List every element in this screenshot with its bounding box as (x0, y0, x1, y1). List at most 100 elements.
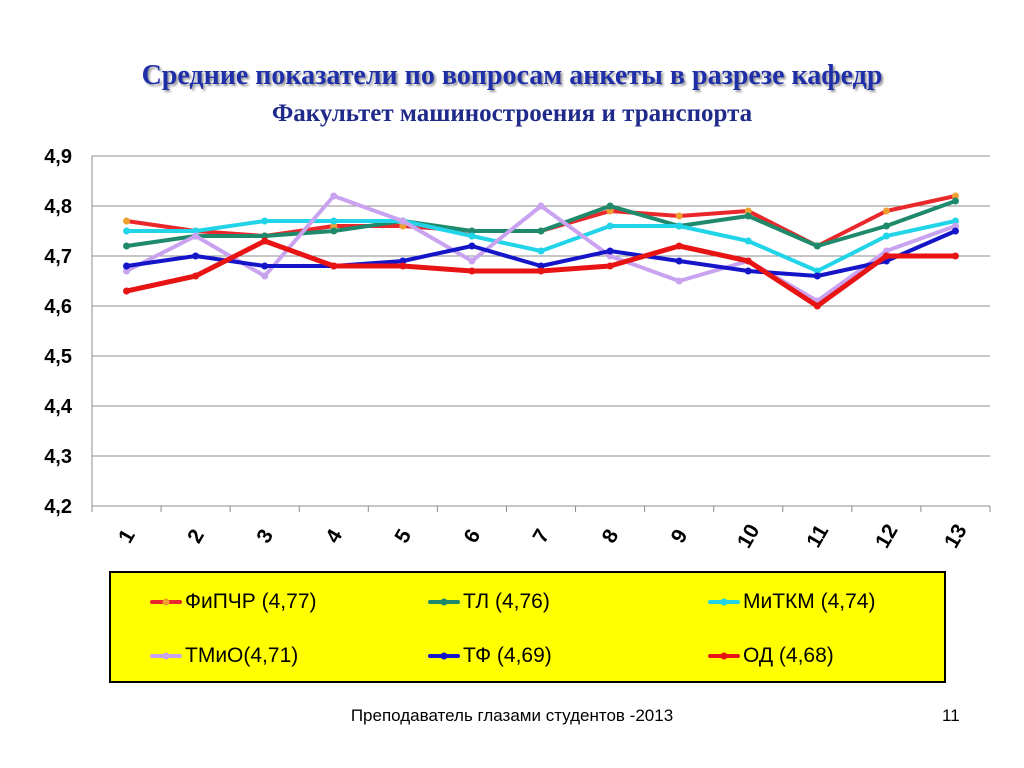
data-point (951, 197, 959, 205)
legend-swatch (428, 598, 460, 606)
data-point (744, 237, 752, 245)
data-point (606, 262, 614, 270)
data-point (537, 227, 545, 235)
data-point (744, 212, 752, 220)
y-tick-label: 4,8 (44, 196, 72, 218)
data-point (813, 302, 821, 310)
x-tick-label: 1 (114, 525, 140, 547)
y-tick-label: 4,9 (44, 146, 72, 168)
data-point (330, 217, 338, 225)
data-point (675, 212, 683, 220)
legend-swatch (150, 598, 182, 606)
data-point (468, 242, 476, 250)
y-tick-label: 4,2 (44, 496, 72, 518)
x-tick-label: 5 (390, 525, 416, 547)
legend-swatch-marker (440, 598, 448, 606)
data-point (606, 202, 614, 210)
page-number: 11 (942, 706, 960, 725)
data-point (537, 202, 545, 210)
data-point (123, 217, 131, 225)
x-tick-label: 7 (529, 525, 555, 547)
legend: ФиПЧР (4,77) ТЛ (4,76) МиТКМ (4,74) ТМиО… (109, 571, 946, 683)
data-point (123, 227, 131, 235)
x-tick-label: 3 (252, 525, 278, 547)
legend-label: МиТКМ (4,74) (743, 590, 876, 613)
data-point (537, 267, 545, 275)
data-point (399, 262, 407, 270)
data-point (261, 232, 269, 240)
x-tick-label: 12 (871, 520, 903, 552)
legend-label: ТЛ (4,76) (463, 590, 550, 613)
data-point (606, 252, 614, 260)
legend-swatch (708, 598, 740, 606)
data-point (813, 272, 821, 280)
data-point (537, 247, 545, 255)
data-point (261, 217, 269, 225)
data-point (951, 252, 959, 260)
legend-swatch (428, 652, 460, 660)
series-5 (123, 227, 959, 280)
data-point (468, 227, 476, 235)
data-point (468, 267, 476, 275)
x-tick-label: 11 (802, 521, 833, 552)
data-point (675, 277, 683, 285)
y-tick-label: 4,3 (44, 446, 72, 468)
data-point (675, 242, 683, 250)
legend-swatch-marker (162, 598, 170, 606)
y-tick-label: 4,7 (44, 246, 72, 268)
data-point (330, 222, 338, 230)
legend-item-tl: ТЛ (4,76) (427, 587, 550, 617)
x-tick-label: 6 (459, 525, 485, 547)
data-point (951, 222, 959, 230)
data-point (261, 272, 269, 280)
legend-item-od: ОД (4,68) (707, 641, 834, 671)
data-point (123, 267, 131, 275)
y-tick-label: 4,6 (44, 296, 72, 318)
data-point (192, 227, 200, 235)
data-point (951, 192, 959, 200)
data-point (468, 257, 476, 265)
data-point (192, 232, 200, 240)
data-point (882, 247, 890, 255)
legend-label: ТФ (4,69) (463, 644, 552, 667)
data-point (744, 207, 752, 215)
x-tick-label: 8 (598, 525, 624, 547)
legend-item-mitkm: МиТКМ (4,74) (707, 587, 875, 617)
data-point (399, 217, 407, 225)
x-tick-label: 4 (321, 525, 347, 547)
series-6 (123, 237, 959, 310)
data-point (882, 252, 890, 260)
data-point (675, 257, 683, 265)
legend-swatch-marker (720, 652, 728, 660)
legend-label: ТМиО(4,71) (185, 644, 299, 667)
legend-item-fipchr: ФиПЧР (4,77) (149, 587, 317, 617)
data-point (399, 257, 407, 265)
x-tick-label: 10 (733, 520, 765, 552)
chart-title: Средние показатели по вопросам анкеты в … (141, 60, 883, 91)
data-point (261, 262, 269, 270)
legend-label: ОД (4,68) (743, 644, 834, 667)
x-tick-label: 9 (667, 525, 693, 547)
data-point (951, 227, 959, 235)
x-tick-label: 13 (940, 520, 972, 552)
data-point (675, 222, 683, 230)
data-point (882, 222, 890, 230)
data-point (606, 207, 614, 215)
legend-item-tf: ТФ (4,69) (427, 641, 552, 671)
data-point (330, 262, 338, 270)
data-point (330, 192, 338, 200)
line-chart: 4,24,34,44,54,64,74,84,91 2 3 4 5 6 7 8 9 10 11 12 1… (44, 146, 991, 552)
chart-subtitle: Факультет машиностроения и транспорта (271, 100, 753, 127)
legend-swatch-marker (440, 652, 448, 660)
x-tick-label: 2 (183, 525, 209, 547)
legend-swatch-marker (720, 598, 728, 606)
data-point (606, 222, 614, 230)
series-4 (123, 192, 959, 305)
legend-label: ФиПЧР (4,77) (185, 590, 317, 613)
legend-swatch (708, 652, 740, 660)
data-point (192, 272, 200, 280)
data-point (951, 217, 959, 225)
data-point (537, 262, 545, 270)
data-point (744, 267, 752, 275)
data-point (468, 232, 476, 240)
